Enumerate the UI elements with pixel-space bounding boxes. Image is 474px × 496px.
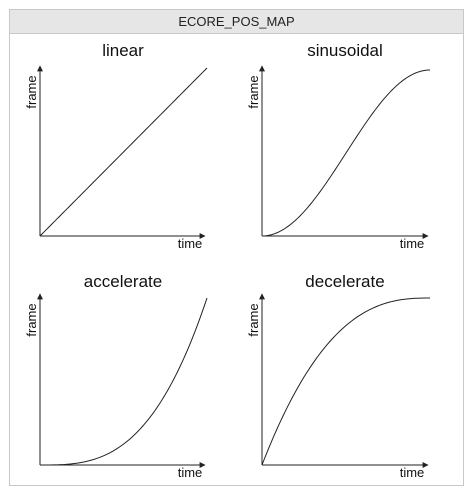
panel-accelerate: accelerate frame time <box>24 272 208 480</box>
x-axis-label: time <box>178 236 203 251</box>
panel-title: decelerate <box>305 272 384 291</box>
y-axis-label: frame <box>24 75 39 108</box>
panel-sinusoidal: sinusoidal frame time <box>246 41 431 251</box>
curve-line <box>261 69 431 237</box>
window-title: ECORE_POS_MAP <box>10 10 463 34</box>
panel-decelerate: decelerate frame time <box>246 272 430 480</box>
x-axis-label: time <box>178 465 203 480</box>
curve-line <box>40 297 208 466</box>
curve-line <box>39 67 208 237</box>
panel-title: sinusoidal <box>307 41 383 60</box>
window-frame: ECORE_POS_MAP <box>9 9 464 486</box>
x-axis-label: time <box>400 236 425 251</box>
y-axis-label: frame <box>246 75 261 108</box>
panel-title: accelerate <box>84 272 162 291</box>
y-axis-label: frame <box>24 303 39 336</box>
y-axis-label: frame <box>246 303 261 336</box>
panel-title: linear <box>102 41 144 60</box>
panel-linear: linear frame time <box>24 41 208 251</box>
curve-line <box>261 297 430 466</box>
x-axis-label: time <box>400 465 425 480</box>
